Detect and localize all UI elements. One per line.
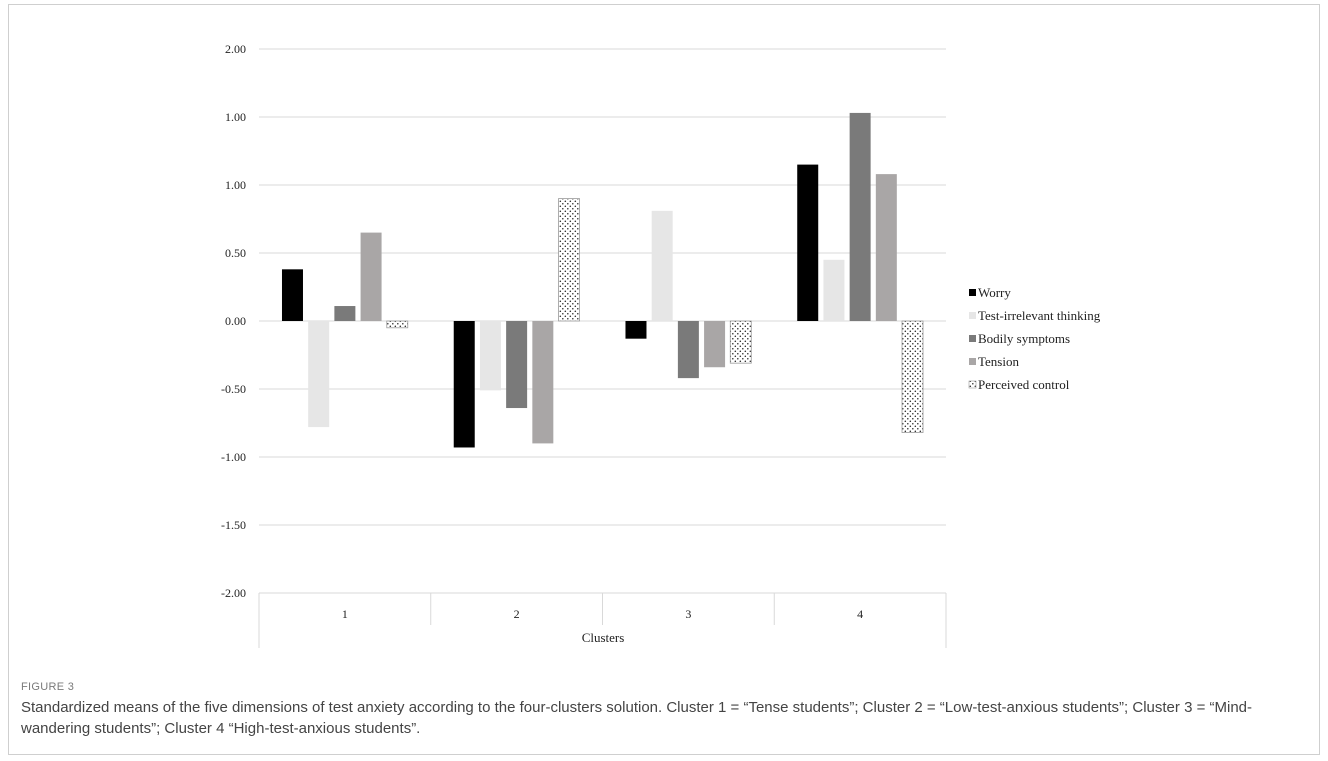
bar-bodily-symptoms-cluster-3 (677, 321, 699, 379)
bar-perceived-control-cluster-4 (901, 320, 924, 433)
legend: Worry Test-irrelevant thinking Bodily symp… (968, 285, 1101, 392)
legend-swatch-bodily-symptoms (969, 335, 976, 342)
y-tick-label: 2.00 (225, 42, 246, 56)
figure-frame: 2.00 1.00 1.00 0.50 0.00 -0.50 -1.00 -1.50 -2.00… (8, 4, 1320, 755)
y-tick-label: -1.50 (221, 518, 246, 532)
legend-label-worry: Worry (978, 285, 1011, 300)
y-tick-label: -2.00 (221, 586, 246, 600)
y-tick-label: 0.50 (225, 246, 246, 260)
legend-label-bodily-symptoms: Bodily symptoms (978, 331, 1070, 346)
x-tick-label: 1 (342, 607, 348, 621)
legend-swatch-test-irrelevant-thinking (969, 312, 976, 319)
x-tick-label: 4 (857, 607, 863, 621)
y-tick-label: -0.50 (221, 382, 246, 396)
legend-label-test-irrelevant-thinking: Test-irrelevant thinking (978, 308, 1101, 323)
bar-worry-cluster-4 (797, 164, 819, 321)
legend-swatch-tension (969, 358, 976, 365)
bar-worry-cluster-2 (453, 321, 475, 448)
y-tick-label: 1.00 (225, 110, 246, 124)
bar-tension-cluster-3 (704, 321, 726, 368)
bar-bodily-symptoms-cluster-2 (506, 321, 528, 409)
bar-tension-cluster-2 (532, 321, 554, 444)
bar-tension-cluster-1 (360, 232, 382, 321)
legend-label-tension: Tension (978, 354, 1019, 369)
y-axis-tick-labels: 2.00 1.00 1.00 0.50 0.00 -0.50 -1.00 -1.50 -2.00 (221, 42, 246, 600)
x-axis-tick-labels: 1 2 3 4 (342, 607, 863, 621)
legend-swatch-perceived-control (968, 380, 977, 389)
bar-test-irrelevant-thinking-cluster-3 (651, 210, 673, 321)
bar-tension-cluster-4 (875, 174, 897, 321)
bar-test-irrelevant-thinking-cluster-2 (479, 321, 501, 391)
bar-chart: 2.00 1.00 1.00 0.50 0.00 -0.50 -1.00 -1.50 -2.00… (221, 42, 1101, 648)
figure-label: FIGURE 3 (21, 681, 75, 693)
bar-test-irrelevant-thinking-cluster-1 (308, 321, 330, 428)
figure-caption: Standardized means of the five dimension… (21, 699, 1253, 737)
bar-worry-cluster-3 (625, 321, 647, 339)
bars (281, 112, 924, 448)
bar-test-irrelevant-thinking-cluster-4 (823, 259, 845, 321)
x-tick-label: 2 (514, 607, 520, 621)
bar-perceived-control-cluster-2 (558, 198, 580, 322)
x-axis-label: Clusters (582, 630, 625, 645)
bar-bodily-symptoms-cluster-4 (849, 112, 871, 321)
y-tick-label: -1.00 (221, 450, 246, 464)
bar-worry-cluster-1 (281, 269, 303, 321)
legend-label-perceived-control: Perceived control (978, 377, 1070, 392)
bar-perceived-control-cluster-1 (386, 320, 409, 329)
x-tick-label: 3 (685, 607, 691, 621)
y-tick-label: 1.00 (225, 178, 246, 192)
bar-perceived-control-cluster-3 (729, 320, 752, 364)
bar-bodily-symptoms-cluster-1 (334, 306, 356, 321)
x-axis (258, 593, 947, 648)
y-tick-label: 0.00 (225, 314, 246, 328)
legend-swatch-worry (969, 289, 976, 296)
figure-caption-block: FIGURE 3 Standardized means of the five … (21, 681, 1311, 739)
